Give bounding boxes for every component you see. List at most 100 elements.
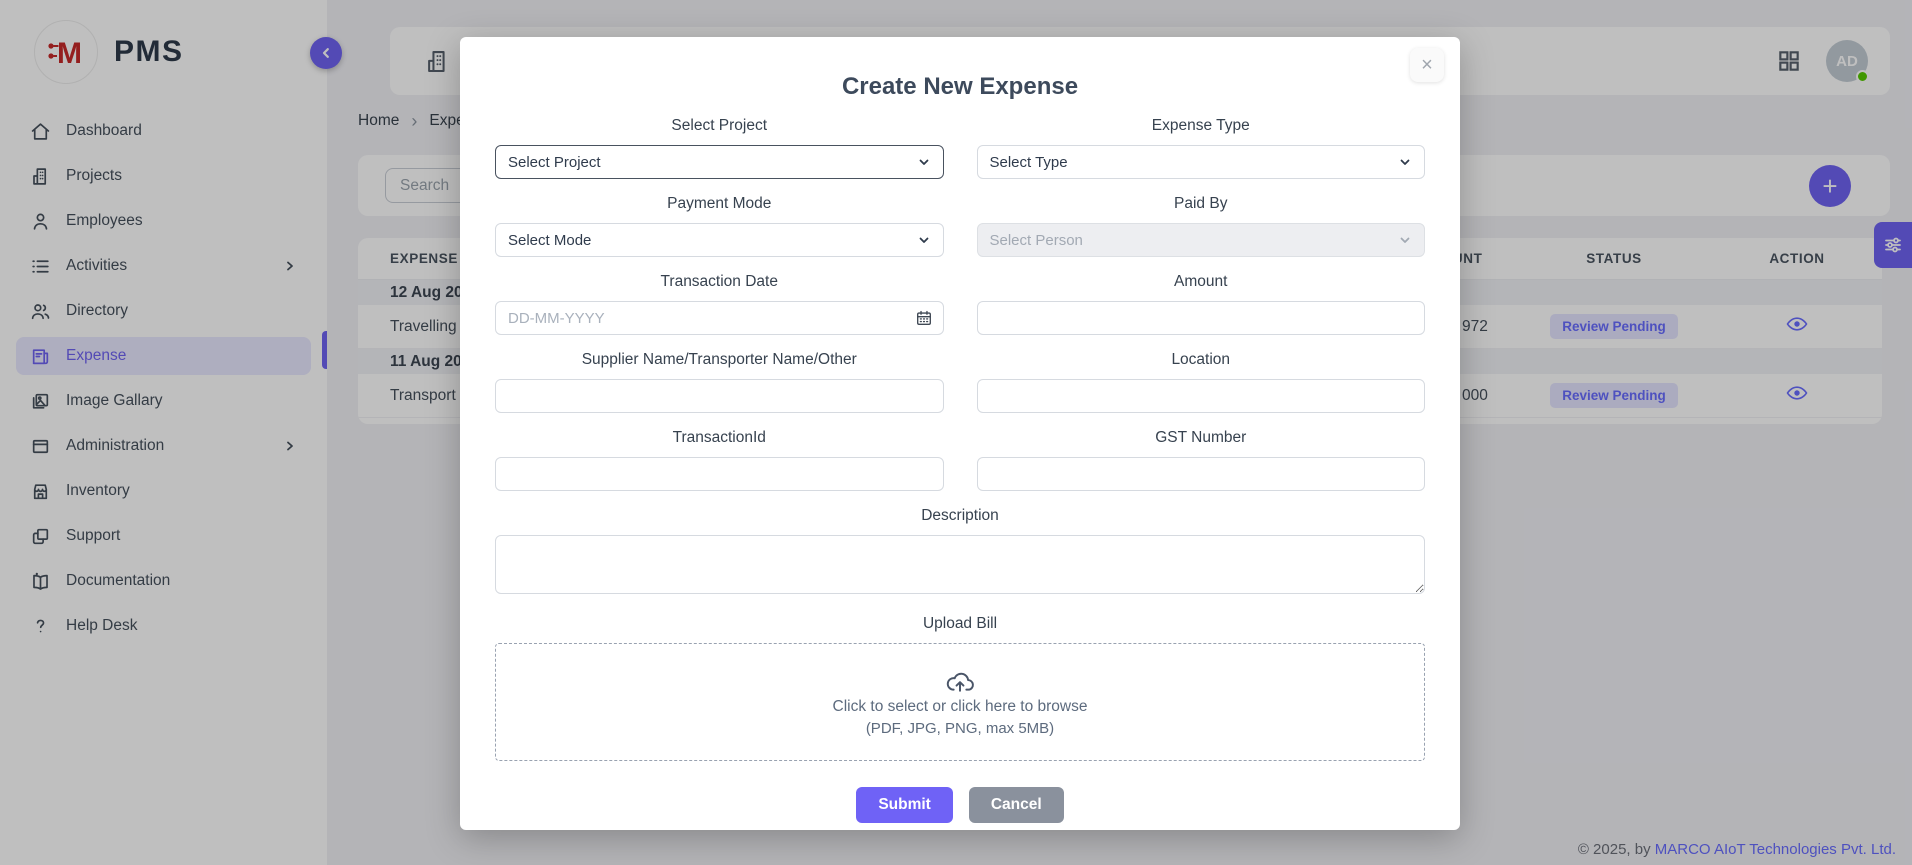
location-input[interactable] xyxy=(976,379,1425,413)
gst-number-input[interactable] xyxy=(976,457,1425,491)
person-icon xyxy=(33,213,48,230)
building-icon xyxy=(33,167,47,185)
description-textarea[interactable] xyxy=(495,535,1425,594)
sidebar-item-label: Directory xyxy=(66,302,129,319)
field-amount: Amount xyxy=(976,257,1425,335)
location-label: Location xyxy=(1171,351,1231,368)
sidebar-item-label: Administration xyxy=(66,437,165,454)
column-action: ACTION xyxy=(1769,251,1825,266)
expense-type-dropdown[interactable]: Select Type xyxy=(976,145,1425,179)
field-expense-type: Expense Type Select Type xyxy=(976,101,1425,179)
sidebar-nav: Dashboard Projects Employees Activities … xyxy=(0,112,327,645)
field-paid-by: Paid By Select Person xyxy=(976,179,1425,257)
transaction-id-label: TransactionId xyxy=(672,429,766,446)
chevron-right-icon xyxy=(283,439,297,453)
submit-button[interactable]: Submit xyxy=(856,787,953,823)
footer-company-link[interactable]: MARCO AIoT Technologies Pvt. Ltd. xyxy=(1654,841,1896,858)
avatar-initials: AD xyxy=(1836,52,1858,70)
field-description: Description xyxy=(495,491,1425,599)
chevron-down-icon xyxy=(1398,233,1412,247)
payment-mode-dropdown[interactable]: Select Mode xyxy=(495,223,944,257)
field-transaction-id: TransactionId xyxy=(495,413,944,491)
select-project-label: Select Project xyxy=(671,117,768,134)
field-payment-mode: Payment Mode Select Mode xyxy=(495,179,944,257)
expense-name: Transport xyxy=(390,386,456,404)
chevron-right-icon: › xyxy=(411,111,418,131)
sidebar-item-activities[interactable]: Activities xyxy=(16,247,311,285)
sidebar-item-expense[interactable]: Expense xyxy=(16,337,311,375)
plus-icon: + xyxy=(1822,170,1838,201)
theme-customizer-button[interactable] xyxy=(1874,222,1912,268)
gst-number-label: GST Number xyxy=(1155,429,1247,446)
select-project-value: Select Project xyxy=(508,153,601,171)
copy-icon xyxy=(32,528,49,544)
sidebar-item-support[interactable]: Support xyxy=(16,517,311,555)
field-location: Location xyxy=(976,335,1425,413)
field-supplier: Supplier Name/Transporter Name/Other xyxy=(495,335,944,413)
view-expense-button[interactable] xyxy=(1786,315,1808,333)
sidebar-item-administration[interactable]: Administration xyxy=(16,427,311,465)
expense-type-value: Select Type xyxy=(989,153,1068,171)
sidebar-item-image-gallary[interactable]: Image Gallary xyxy=(16,382,311,420)
apps-grid-icon[interactable] xyxy=(1776,48,1802,74)
sidebar-item-documentation[interactable]: Documentation xyxy=(16,562,311,600)
online-status-dot xyxy=(1856,70,1869,83)
column-expense: EXPENSE xyxy=(390,251,458,266)
sidebar-item-label: Projects xyxy=(66,167,122,184)
sidebar-item-label: Employees xyxy=(66,212,143,229)
modal-actions: Submit Cancel xyxy=(495,787,1425,823)
user-avatar[interactable]: AD xyxy=(1826,40,1869,83)
org-selector[interactable] xyxy=(424,48,451,75)
brand-logo: M xyxy=(34,20,98,84)
field-transaction-date: Transaction Date xyxy=(495,257,944,335)
payment-mode-value: Select Mode xyxy=(508,231,592,249)
building-icon xyxy=(428,50,445,72)
supplier-label: Supplier Name/Transporter Name/Other xyxy=(581,351,857,368)
question-icon xyxy=(36,619,45,632)
expense-amount: 972 xyxy=(1462,317,1488,335)
status-badge: Review Pending xyxy=(1550,314,1678,339)
chevron-down-icon xyxy=(1398,155,1412,169)
modal-close-button[interactable]: × xyxy=(1410,48,1444,82)
cancel-button[interactable]: Cancel xyxy=(968,787,1064,823)
eye-icon xyxy=(1786,386,1808,400)
sidebar-item-label: Image Gallary xyxy=(66,392,163,409)
sidebar-item-inventory[interactable]: Inventory xyxy=(16,472,311,510)
amount-label: Amount xyxy=(1174,273,1228,290)
group-date-label: 12 Aug 2025 xyxy=(390,283,480,301)
footer: © 2025, by MARCO AIoT Technologies Pvt. … xyxy=(1578,841,1896,858)
create-expense-modal: × Create New Expense Select Project Sele… xyxy=(460,37,1460,830)
upload-dropzone[interactable]: Click to select or click here to browse … xyxy=(495,643,1425,761)
select-project-dropdown[interactable]: Select Project xyxy=(495,145,944,179)
sidebar-item-dashboard[interactable]: Dashboard xyxy=(16,112,311,150)
amount-input[interactable] xyxy=(976,301,1425,335)
transaction-date-input[interactable] xyxy=(495,301,944,335)
supplier-input[interactable] xyxy=(495,379,944,413)
list-icon xyxy=(32,259,49,273)
breadcrumb-home[interactable]: Home xyxy=(358,112,400,129)
description-label: Description xyxy=(921,507,999,524)
sidebar-item-employees[interactable]: Employees xyxy=(16,202,311,240)
sidebar-item-label: Support xyxy=(66,527,121,544)
expense-form: Select Project Select Project Expense Ty… xyxy=(495,101,1425,761)
sidebar-item-projects[interactable]: Projects xyxy=(16,157,311,195)
sidebar-item-label: Dashboard xyxy=(66,122,142,139)
chevron-down-icon xyxy=(917,155,931,169)
receipt-icon xyxy=(32,348,49,364)
transaction-id-input[interactable] xyxy=(495,457,944,491)
footer-copyright: © 2025, by xyxy=(1577,841,1655,858)
sidebar-item-help-desk[interactable]: Help Desk xyxy=(16,607,311,645)
table-row: Travelling 972 Review Pending xyxy=(358,305,1882,349)
sidebar-collapse-button[interactable] xyxy=(310,37,342,69)
sidebar-item-directory[interactable]: Directory xyxy=(16,292,311,330)
field-select-project: Select Project Select Project xyxy=(495,101,944,179)
topbar-actions: AD xyxy=(1776,40,1869,83)
chevron-left-icon xyxy=(322,48,329,58)
transaction-date-label: Transaction Date xyxy=(660,273,778,290)
add-expense-button[interactable]: + xyxy=(1809,164,1851,207)
upload-bill-label: Upload Bill xyxy=(922,615,998,632)
field-upload-bill: Upload Bill Click to select or click her… xyxy=(495,599,1425,761)
paid-by-value: Select Person xyxy=(989,231,1083,249)
image-icon xyxy=(32,393,49,409)
view-expense-button[interactable] xyxy=(1786,384,1808,402)
